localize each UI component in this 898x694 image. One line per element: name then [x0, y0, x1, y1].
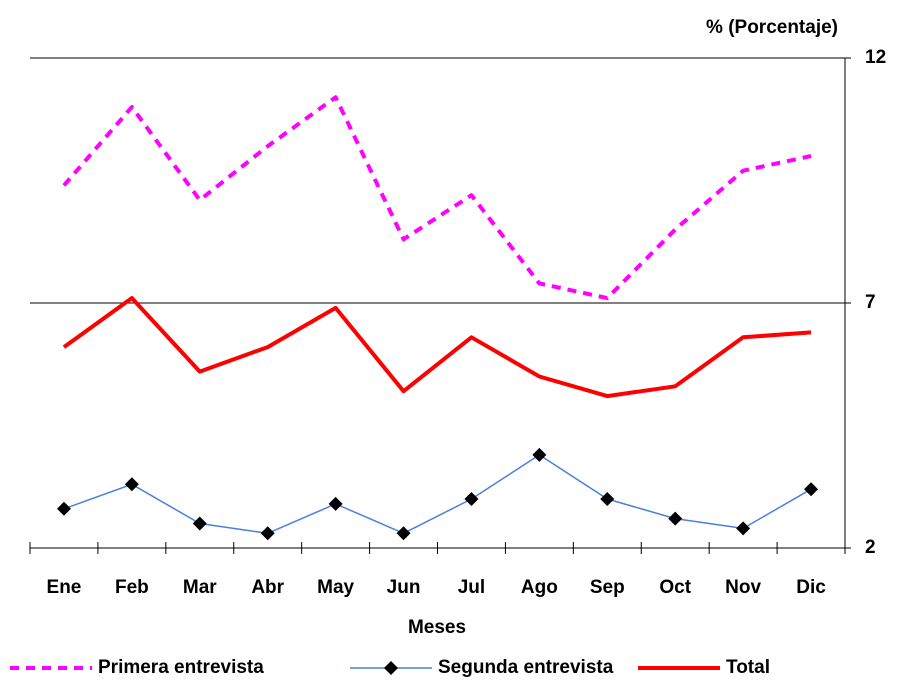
x-tick-label: Ago — [521, 577, 558, 598]
marker — [124, 477, 139, 492]
marker — [532, 447, 547, 462]
x-tick-label: Jun — [387, 577, 421, 598]
x-tick-label: May — [317, 577, 354, 598]
marker — [396, 526, 411, 541]
x-tick-label: Mar — [183, 577, 217, 598]
marker — [736, 521, 751, 536]
x-tick-label: Oct — [659, 577, 691, 598]
marker — [804, 482, 819, 497]
marker — [260, 526, 275, 541]
x-axis-label: Meses — [408, 617, 466, 638]
x-tick-label: Dic — [796, 577, 826, 598]
x-tick-label: Jul — [458, 577, 485, 598]
series-line — [62, 95, 812, 301]
series-line — [63, 454, 812, 535]
x-tick-label: Feb — [115, 577, 149, 598]
legend-label: Segunda entrevista — [438, 657, 614, 678]
marker — [328, 496, 343, 511]
y-tick-label: 2 — [865, 537, 876, 558]
y-axis-label: % (Porcentaje) — [706, 17, 838, 38]
marker — [56, 501, 71, 516]
x-tick-label: Ene — [47, 577, 82, 598]
legend-label: Primera entrevista — [98, 657, 264, 678]
legend-marker — [384, 661, 398, 675]
marker — [464, 492, 479, 506]
marker — [192, 516, 207, 531]
marker — [600, 492, 615, 506]
x-tick-label: Nov — [725, 577, 761, 598]
x-tick-label: Sep — [590, 577, 625, 598]
y-tick-label: 7 — [865, 292, 876, 313]
x-tick-label: Abr — [251, 577, 284, 598]
series-line — [62, 296, 812, 399]
y-tick-label: 12 — [865, 47, 886, 68]
legend-label: Total — [726, 657, 770, 678]
marker — [668, 511, 683, 526]
